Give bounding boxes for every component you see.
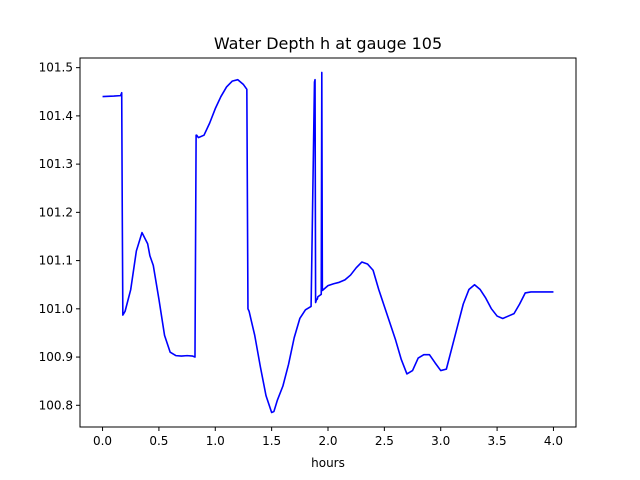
chart-title: Water Depth h at gauge 105 — [214, 34, 442, 53]
y-tick-label: 101.5 — [39, 61, 73, 75]
x-axis-title: hours — [311, 456, 345, 470]
series-layer — [102, 71, 554, 414]
series-line-0 — [102, 71, 554, 414]
y-tick-label: 100.9 — [39, 350, 73, 364]
x-tick-label: 3.5 — [488, 434, 507, 448]
y-tick-label: 101.4 — [39, 109, 73, 123]
x-tick-label: 0.0 — [93, 434, 112, 448]
y-tick-label: 101.0 — [39, 302, 73, 316]
x-tick-label: 1.0 — [206, 434, 225, 448]
x-tick-label: 0.5 — [149, 434, 168, 448]
y-tick-label: 100.8 — [39, 398, 73, 412]
x-tick-label: 4.0 — [544, 434, 563, 448]
x-tick-label: 2.5 — [375, 434, 394, 448]
x-tick-label: 3.0 — [431, 434, 450, 448]
y-tick-label: 101.3 — [39, 157, 73, 171]
x-tick-label: 1.5 — [262, 434, 281, 448]
y-tick-label: 101.2 — [39, 205, 73, 219]
x-tick-label: 2.0 — [318, 434, 337, 448]
x-axis: 0.0 0.5 1.0 1.5 2.0 2.5 3.0 3.5 4.0 — [93, 427, 563, 448]
y-axis: 100.8 100.9 101.0 101.1 101.2 101.3 101.4 101.5 — [39, 61, 80, 412]
y-tick-label: 101.1 — [39, 254, 73, 268]
